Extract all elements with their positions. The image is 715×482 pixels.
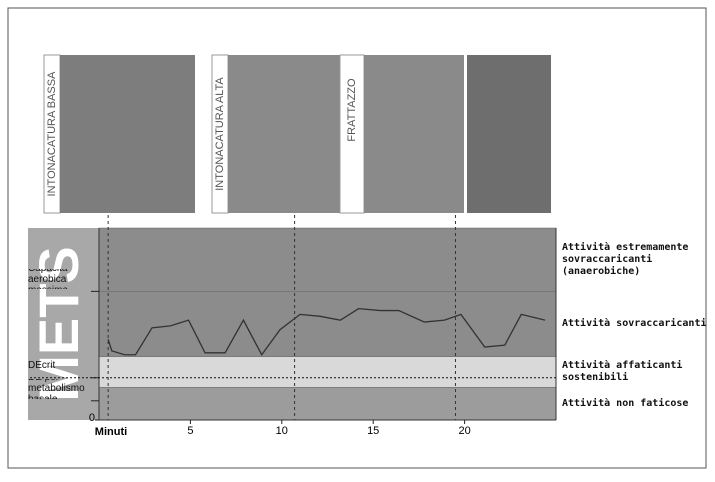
photo	[467, 55, 551, 213]
x-tick-label: 10	[276, 425, 288, 437]
photo	[228, 55, 350, 213]
zone-label-box: Attività non faticose	[562, 387, 712, 420]
zone-label-box: Attività affaticanti sostenibili	[562, 357, 712, 388]
level-label: DEcrit	[28, 356, 103, 376]
zone-label: Attività estremamente sovraccaricanti (a…	[562, 228, 712, 291]
level-label-box: DEcrit	[28, 356, 103, 376]
zone-label: Attività non faticose	[562, 387, 712, 420]
x-axis-label: Minuti	[95, 426, 127, 438]
zone-label: Attività sovraccaricanti	[562, 291, 712, 356]
chart: INTONACATURA BASSA INTONACATURA ALTA FRA…	[0, 0, 715, 477]
photo-label: INTONACATURA ALTA	[214, 77, 226, 191]
zone-label-box: Attività estremamente sovraccaricanti (a…	[562, 228, 712, 291]
zone	[99, 387, 556, 420]
x-tick-label: 20	[458, 425, 470, 437]
photos	[44, 55, 551, 213]
x-tick-label: 15	[367, 425, 379, 437]
photo-label: INTONACATURA BASSA	[46, 71, 58, 197]
photo-label: FRATTAZZO	[346, 78, 358, 142]
level-label: DE per metabolismo basale	[28, 379, 103, 399]
zone	[99, 357, 556, 388]
level-label-box: DE per metabolismo basale	[28, 379, 103, 399]
photo	[60, 55, 195, 213]
x-tick-label: 5	[187, 425, 193, 437]
zone-label: Attività affaticanti sostenibili	[562, 357, 712, 388]
level-label-box: Capacita aerobica massima	[28, 269, 103, 289]
zone-label-box: Attività sovraccaricanti	[562, 291, 712, 356]
y-tick-label: 0	[89, 412, 95, 424]
photo	[364, 55, 464, 213]
level-label: Capacita aerobica massima	[28, 269, 103, 289]
zone	[99, 228, 556, 291]
